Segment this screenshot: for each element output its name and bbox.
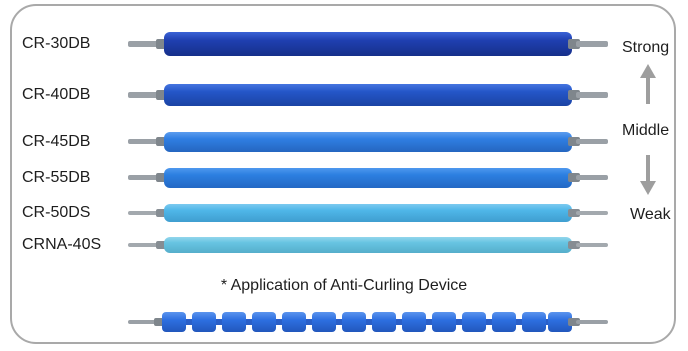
roller-label: CR-45DB bbox=[22, 133, 91, 150]
roller-cr-45db-graphic bbox=[128, 132, 608, 152]
roller-cr-40db-graphic bbox=[128, 84, 608, 106]
roller-label: CRNA-40S bbox=[22, 236, 102, 253]
roller-row-cr-30db: CR-30DB bbox=[22, 31, 612, 57]
arrow-up-icon bbox=[640, 64, 656, 104]
roller-label: CR-40DB bbox=[22, 86, 91, 103]
roller-label: CR-50DS bbox=[22, 204, 91, 221]
roller-crna-40s-graphic bbox=[128, 237, 608, 253]
roller-row-cr-40db: CR-40DB bbox=[22, 83, 612, 107]
level-weak-label: Weak bbox=[630, 206, 671, 223]
roller-cr-55db-graphic bbox=[128, 168, 608, 188]
roller-row-cr-55db: CR-55DB bbox=[22, 167, 612, 189]
roller-cr-30db-graphic bbox=[128, 32, 608, 56]
anti-curling-caption: * Application of Anti-Curling Device bbox=[220, 277, 468, 294]
level-middle-label: Middle bbox=[622, 122, 670, 139]
anti-curling-roller-graphic bbox=[128, 312, 608, 332]
roller-cr-50ds-graphic bbox=[128, 204, 608, 222]
roller-label: CR-30DB bbox=[22, 35, 91, 52]
roller-row-cr-50ds: CR-50DS bbox=[22, 203, 612, 223]
roller-row-cr-45db: CR-45DB bbox=[22, 131, 612, 153]
level-strong-label: Strong bbox=[622, 39, 670, 56]
roller-row-crna-40s: CRNA-40S bbox=[22, 236, 612, 254]
roller-label: CR-55DB bbox=[22, 169, 91, 186]
arrow-down-icon bbox=[640, 155, 656, 195]
